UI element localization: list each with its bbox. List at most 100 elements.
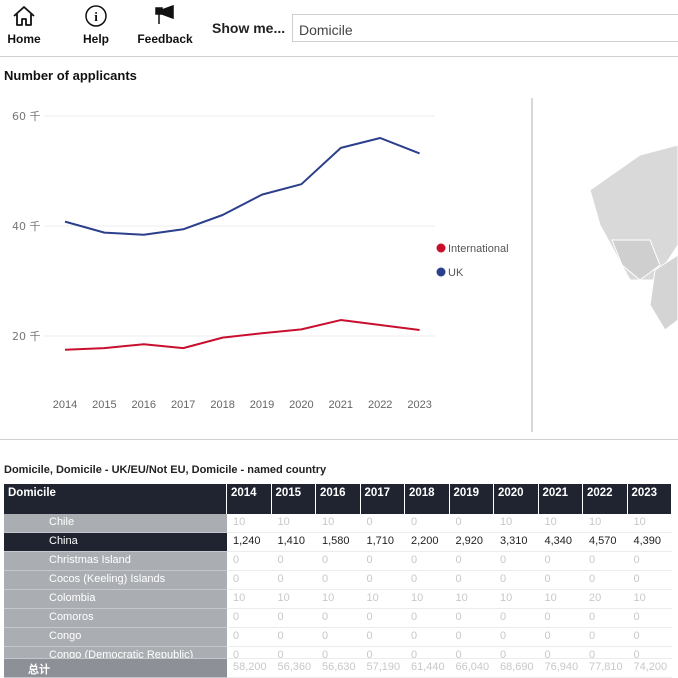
table-cell: 0: [449, 552, 494, 571]
row-domicile-name[interactable]: Chile: [4, 514, 227, 533]
legend-marker[interactable]: [436, 243, 446, 253]
home-button[interactable]: Home: [0, 4, 54, 46]
row-domicile-name[interactable]: China: [4, 533, 227, 552]
home-label: Home: [7, 32, 41, 46]
domicile-search-input[interactable]: Domicile: [292, 14, 678, 42]
row-domicile-name[interactable]: Congo: [4, 628, 227, 647]
help-button[interactable]: i Help: [66, 4, 126, 46]
table-cell: 0: [405, 514, 450, 533]
header-year[interactable]: 2019: [450, 484, 494, 514]
table-row[interactable]: Congo (Democratic Republic) 0 0 0 0 0 0 0 0 0 0: [4, 647, 672, 659]
table-cell: 0: [227, 552, 272, 571]
table-cell: 1,410: [271, 533, 316, 552]
legend-label[interactable]: International: [448, 243, 509, 255]
row-domicile-name[interactable]: Colombia: [4, 590, 227, 609]
total-cell: 56,630: [316, 659, 361, 678]
svg-text:i: i: [94, 9, 98, 24]
panel-divider: [531, 98, 533, 432]
table-cell: 0: [316, 609, 361, 628]
table-cell: 0: [271, 628, 316, 647]
legend-label[interactable]: UK: [448, 267, 464, 279]
applicants-line-chart: 60 千 40 千 20 千 2014 2015 2016 2017 2018 2019 202…: [12, 110, 678, 411]
table-cell: 0: [405, 628, 450, 647]
total-cell: 76,940: [538, 659, 583, 678]
table-cell: 10: [227, 514, 272, 533]
table-cell: 1,710: [360, 533, 405, 552]
total-cell: 61,440: [405, 659, 450, 678]
table-cell: 10: [271, 514, 316, 533]
series-line-international[interactable]: [64, 319, 420, 351]
table-cell: 0: [538, 571, 583, 590]
row-domicile-name[interactable]: Cocos (Keeling) Islands: [4, 571, 227, 590]
header-year[interactable]: 2017: [361, 484, 405, 514]
row-domicile-name[interactable]: Christmas Island: [4, 552, 227, 571]
table-cell: 0: [538, 552, 583, 571]
table-cell: 0: [583, 628, 628, 647]
row-domicile-name[interactable]: Congo (Democratic Republic): [4, 647, 227, 659]
header-year[interactable]: 2020: [494, 484, 539, 514]
toolbar: Home i Help Feedback Show me... Domicile: [0, 0, 678, 57]
table-cell: 4,390: [627, 533, 672, 552]
table-row[interactable]: Chile 10 10 10 0 0 0 10 10 10 10: [4, 514, 672, 533]
legend-marker[interactable]: [436, 267, 446, 277]
header-year[interactable]: 2018: [405, 484, 450, 514]
total-cell: 56,360: [271, 659, 316, 678]
table-cell: 0: [449, 628, 494, 647]
table-cell: 0: [227, 647, 272, 659]
total-cell: 58,200: [227, 659, 272, 678]
x-tick-label: 2019: [250, 399, 274, 411]
domicile-table: Domicile 2014 2015 2016 2017 2018 2019 2020 202…: [4, 484, 672, 678]
table-row[interactable]: Colombia 10 10 10 10 10 10 10 10 20 10: [4, 590, 672, 609]
table-cell: 0: [449, 514, 494, 533]
table-row[interactable]: Christmas Island 0 0 0 0 0 0 0 0 0 0: [4, 552, 672, 571]
y-tick-label: 60 千: [12, 110, 41, 123]
table-cell: 10: [494, 590, 539, 609]
header-year[interactable]: 2016: [316, 484, 361, 514]
table-cell: 0: [538, 647, 583, 659]
x-tick-label: 2021: [329, 399, 353, 411]
feedback-button[interactable]: Feedback: [135, 4, 195, 46]
table-cell: 10: [494, 514, 539, 533]
table-cell: 0: [405, 571, 450, 590]
feedback-label: Feedback: [137, 32, 193, 46]
table-cell: 0: [583, 571, 628, 590]
x-tick-label: 2020: [289, 399, 313, 411]
table-cell: 0: [494, 647, 539, 659]
table-cell: 0: [405, 609, 450, 628]
table-cell: 0: [494, 552, 539, 571]
table-cell: 1,240: [227, 533, 272, 552]
table-cell: 3,310: [494, 533, 539, 552]
table-cell: 10: [627, 590, 672, 609]
header-year[interactable]: 2015: [272, 484, 316, 514]
header-domicile[interactable]: Domicile: [4, 484, 227, 514]
table-row[interactable]: Cocos (Keeling) Islands 0 0 0 0 0 0 0 0 0 0: [4, 571, 672, 590]
megaphone-icon: [135, 4, 195, 28]
header-year[interactable]: 2022: [583, 484, 628, 514]
table-cell: 10: [627, 514, 672, 533]
table-row[interactable]: China 1,240 1,410 1,580 1,710 2,200 2,920 3,310…: [4, 533, 672, 552]
table-cell: 0: [316, 571, 361, 590]
table-cell: 10: [360, 590, 405, 609]
table-cell: 2,920: [449, 533, 494, 552]
table-cell: 0: [360, 514, 405, 533]
table-row[interactable]: Congo 0 0 0 0 0 0 0 0 0 0: [4, 628, 672, 647]
table-caption: Domicile, Domicile - UK/EU/Not EU, Domic…: [4, 464, 327, 476]
header-year[interactable]: 2021: [539, 484, 583, 514]
header-year[interactable]: 2014: [227, 484, 272, 514]
help-label: Help: [82, 32, 109, 46]
series-line-uk[interactable]: [64, 137, 420, 236]
info-icon: i: [66, 4, 126, 28]
x-tick-label: 2017: [171, 399, 195, 411]
table-cell: 4,570: [583, 533, 628, 552]
table-cell: 20: [583, 590, 628, 609]
total-label: 总计: [4, 659, 227, 678]
table-row[interactable]: Comoros 0 0 0 0 0 0 0 0 0 0: [4, 609, 672, 628]
x-tick-label: 2022: [368, 399, 392, 411]
table-cell: 0: [227, 571, 272, 590]
x-tick-label: 2018: [210, 399, 234, 411]
row-domicile-name[interactable]: Comoros: [4, 609, 227, 628]
header-year[interactable]: 2023: [628, 484, 672, 514]
table-cell: 0: [271, 552, 316, 571]
table-cell: 0: [583, 552, 628, 571]
table-cell: 4,340: [538, 533, 583, 552]
